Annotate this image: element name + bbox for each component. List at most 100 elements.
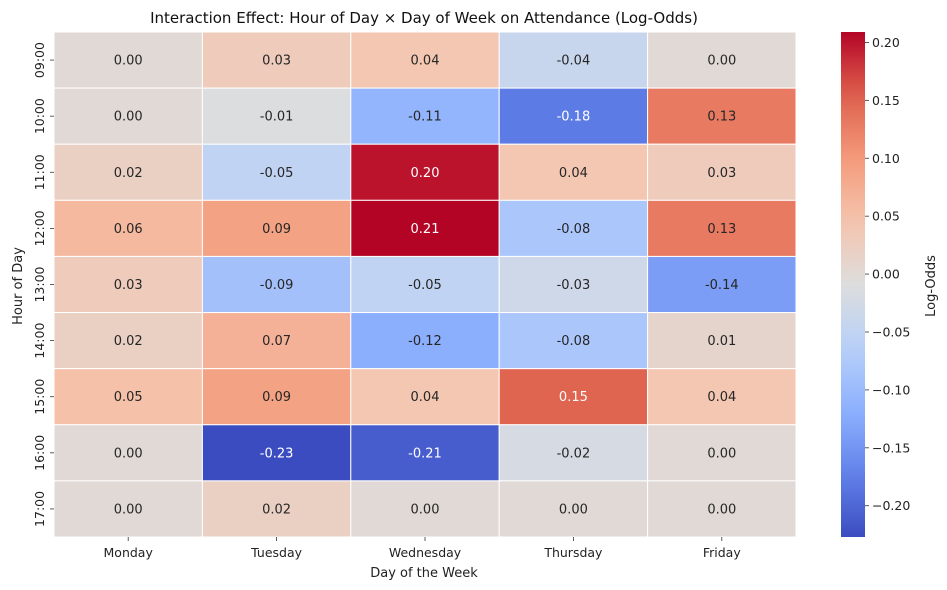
y-tick-label: 14:00 [32, 323, 47, 359]
cell-value-label: -0.01 [260, 110, 294, 125]
heatmap-cell [201, 424, 352, 482]
cell-value-label: -0.08 [557, 222, 591, 237]
heatmap-cell [498, 424, 649, 482]
heatmap-cell [350, 199, 500, 257]
cell-value-label: -0.18 [557, 110, 591, 125]
cell-value-label: 0.05 [114, 390, 143, 405]
cell-value-label: 0.15 [559, 390, 588, 405]
x-tick-label: Wednesday [389, 545, 462, 560]
heatmap-cell [53, 368, 203, 426]
heatmap-cell [201, 199, 352, 257]
y-tick-label: 17:00 [32, 491, 47, 527]
heatmap-cell [498, 312, 649, 370]
cell-value-label: 0.04 [707, 390, 736, 405]
y-tick-label: 10:00 [32, 98, 47, 134]
colorbar-tick-label: 0.20 [872, 35, 900, 50]
cell-value-label: 0.03 [114, 278, 143, 293]
cell-value-label: -0.11 [408, 110, 442, 125]
heatmap-cell [53, 424, 203, 482]
cell-value-label: 0.00 [559, 502, 588, 517]
cell-value-label: 0.00 [707, 54, 736, 69]
cell-value-label: 0.03 [262, 54, 291, 69]
cell-value-label: 0.09 [262, 390, 291, 405]
cell-value-label: 0.13 [707, 110, 736, 125]
colorbar-tick-label: −0.20 [872, 498, 910, 513]
heatmap-cell [647, 368, 797, 426]
cell-value-label: 0.00 [411, 502, 440, 517]
heatmap-cell [647, 424, 797, 482]
cell-value-label: 0.00 [114, 110, 143, 125]
heatmap-cell [350, 87, 500, 145]
heatmap-cell [350, 312, 500, 370]
cell-value-label: 0.00 [114, 446, 143, 461]
heatmap-cell [498, 199, 649, 257]
cell-value-label: -0.12 [408, 334, 442, 349]
heatmap-cell [647, 87, 797, 145]
heatmap-cell [201, 312, 352, 370]
heatmap-cell [647, 31, 797, 89]
cell-value-label: 0.13 [707, 222, 736, 237]
cell-value-label: 0.04 [411, 390, 440, 405]
x-tick-label: Friday [703, 545, 741, 560]
heatmap-cell [201, 31, 352, 89]
cell-value-label: 0.04 [411, 54, 440, 69]
heatmap-cell [647, 480, 797, 538]
heatmap-cell [647, 255, 797, 314]
cell-value-label: -0.03 [557, 278, 591, 293]
x-tick-labels: Monday Tuesday Wednesday Thursday Friday [104, 537, 741, 560]
cell-value-label: -0.23 [260, 446, 294, 461]
cell-value-label: -0.02 [557, 446, 591, 461]
y-tick-label: 15:00 [32, 379, 47, 415]
cell-value-label: 0.21 [411, 222, 440, 237]
heatmap-cell [201, 143, 352, 201]
colorbar-ticks: 0.20 0.15 0.10 0.05 0.00 −0.05 −0.10 −0.15 −0.20 [865, 35, 910, 513]
heatmap-cell [498, 31, 649, 89]
heatmap-cell [350, 255, 500, 314]
y-tick-label: 16:00 [32, 435, 47, 471]
cell-value-label: 0.09 [262, 222, 291, 237]
heatmap-cell [350, 424, 500, 482]
cell-value-label: -0.14 [705, 278, 739, 293]
heatmap-cell [53, 87, 203, 145]
cell-value-label: -0.05 [408, 278, 442, 293]
heatmap-cell [647, 143, 797, 201]
heatmap-cell [350, 143, 500, 201]
y-tick-label: 09:00 [32, 42, 47, 78]
cell-value-label: 0.01 [707, 334, 736, 349]
cell-value-label: -0.08 [557, 334, 591, 349]
colorbar [841, 32, 865, 537]
cell-value-label: 0.20 [411, 166, 440, 181]
heatmap-cell [201, 255, 352, 314]
cell-value-label: 0.02 [114, 166, 143, 181]
heatmap-cell [350, 480, 500, 538]
colorbar-tick-label: 0.15 [872, 93, 900, 108]
heatmap-cell [201, 480, 352, 538]
y-tick-label: 11:00 [32, 154, 47, 190]
cell-value-label: 0.00 [707, 502, 736, 517]
cell-value-label: 0.02 [114, 334, 143, 349]
cell-value-label: 0.04 [559, 166, 588, 181]
heatmap-cell [647, 199, 797, 257]
cell-value-label: -0.05 [260, 166, 294, 181]
heatmap-cell [647, 312, 797, 370]
cell-value-label: 0.02 [262, 502, 291, 517]
cell-value-label: -0.21 [408, 446, 442, 461]
y-axis-title: Hour of Day [11, 247, 26, 325]
colorbar-title: Log-Odds [924, 255, 939, 317]
cell-value-label: 0.00 [114, 54, 143, 69]
y-tick-labels: 09:00 10:00 11:00 12:00 13:00 14:00 15:00 16:00… [32, 42, 54, 527]
y-tick-label: 12:00 [32, 210, 47, 246]
y-tick-label: 13:00 [32, 266, 47, 302]
chart-title: Interaction Effect: Hour of Day × Day of… [150, 9, 698, 27]
colorbar-tick-label: −0.15 [872, 440, 910, 455]
colorbar-tick-label: −0.05 [872, 324, 910, 339]
x-axis-title: Day of the Week [370, 566, 478, 581]
colorbar-tick-label: −0.10 [872, 382, 910, 397]
x-tick-label: Thursday [543, 545, 603, 560]
heatmap-cell [53, 31, 203, 89]
cell-value-label: 0.06 [114, 222, 143, 237]
cell-value-label: 0.00 [707, 446, 736, 461]
heatmap-cell [350, 31, 500, 89]
cell-value-label: -0.04 [557, 54, 591, 69]
